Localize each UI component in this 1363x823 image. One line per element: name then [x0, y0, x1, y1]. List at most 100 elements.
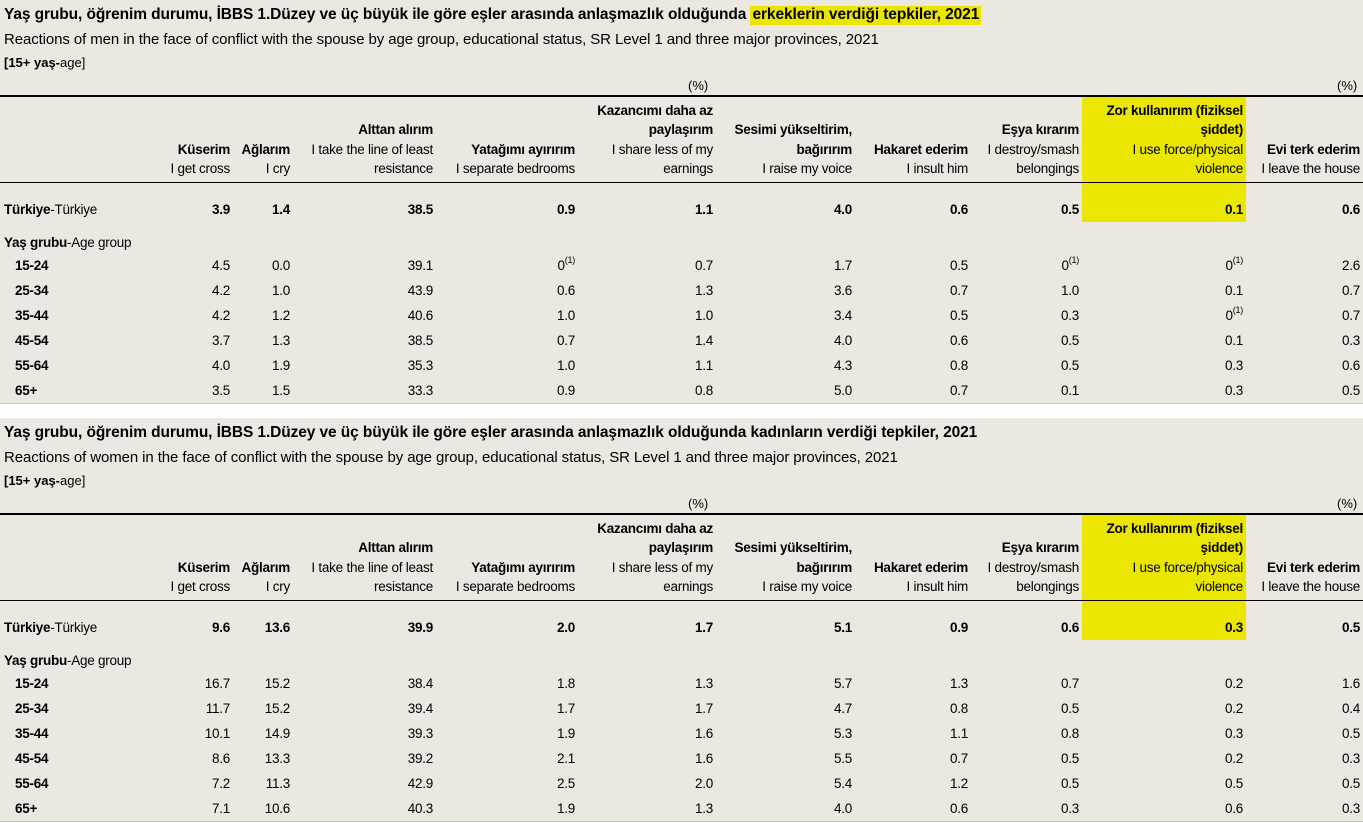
table-row: 15-24 16.7 15.2 38.4 1.8 1.3 5.7 1.3 0.7 0.2 1.6 — [0, 671, 1363, 696]
cell-value: 8.6 — [211, 751, 230, 766]
total-row: Türkiye-Türkiye 9.6 13.6 39.9 2.0 1.7 5.1 0.9 0.… — [0, 600, 1363, 640]
column-header: Ağlarım I cry — [233, 514, 293, 601]
group-label-tr: Yaş grubu — [4, 653, 68, 668]
footnote-marker: (1) — [1232, 255, 1244, 265]
cell-value: 10.6 — [264, 801, 291, 816]
row-label: 65+ — [15, 383, 38, 398]
table-row: 15-24 4.5 0.0 39.1 0(1) 0.7 1.7 0.5 0(1) 0(1) 2.6 — [0, 253, 1363, 278]
table-row: 25-34 4.2 1.0 43.9 0.6 1.3 3.6 0.7 1.0 0.1 0.7 — [0, 278, 1363, 303]
cell-value: 1.7 — [833, 258, 852, 273]
row-label: Türkiye-Türkiye — [0, 182, 160, 222]
column-header: Hakaret ederim I insult him — [855, 514, 971, 601]
column-header-en: I share less of my earnings — [611, 559, 714, 595]
cell-value: 15.2 — [264, 701, 291, 716]
column-header-en: I use force/physical violence — [1132, 141, 1243, 177]
cell-value: 0.8 — [1060, 726, 1079, 741]
cell-value: 0.3 — [1082, 600, 1246, 640]
cell-value: 0.5 — [1060, 358, 1079, 373]
cell-value: 0.5 — [949, 308, 968, 323]
table-row: 65+ 3.5 1.5 33.3 0.9 0.8 5.0 0.7 0.1 0.3 0.5 — [0, 378, 1363, 403]
cell-value: 0.7 — [949, 383, 968, 398]
column-header-tr: Sesimi yükseltirim, bağırırım — [734, 122, 852, 157]
cell-value: 0.6 — [1341, 202, 1360, 217]
cell-value: 0.7 — [556, 333, 575, 348]
group-label: Yaş grubu-Age group — [0, 222, 1363, 253]
cell-value: 1.4 — [271, 202, 290, 217]
cell-value: 0.5 — [1060, 776, 1079, 791]
table-row: 45-54 3.7 1.3 38.5 0.7 1.4 4.0 0.6 0.5 0.1 0.3 — [0, 328, 1363, 353]
cell-value: 3.7 — [211, 333, 230, 348]
table-row: 45-54 8.6 13.3 39.2 2.1 1.6 5.5 0.7 0.5 0.2 0.3 — [0, 746, 1363, 771]
column-header-tr: Yatağımı ayırırım — [471, 559, 575, 575]
column-header: Evi terk ederim I leave the house — [1246, 96, 1363, 183]
cell-value: 0.7 — [1060, 676, 1079, 691]
cell-value: 0.5 — [1060, 333, 1079, 348]
cell-value: 0.5 — [1060, 202, 1079, 217]
column-header-tr: Sesimi yükseltirim, bağırırım — [734, 540, 852, 575]
table-row: 35-44 10.1 14.9 39.3 1.9 1.6 5.3 1.1 0.8 0.3 0.5 — [0, 721, 1363, 746]
row-label: 35-44 — [15, 726, 49, 741]
table-subtitle: Reactions of men in the face of conflict… — [4, 31, 879, 48]
cell-value: 33.3 — [407, 383, 434, 398]
cell-value: 3.6 — [833, 283, 852, 298]
row-label: 55-64 — [15, 358, 49, 373]
cell-value: 1.3 — [271, 333, 290, 348]
cell-value: 0(1) — [1082, 253, 1246, 278]
cell-value: 0.2 — [1224, 701, 1243, 716]
column-header-tr: Yatağımı ayırırım — [471, 141, 575, 157]
cell-value: 0.3 — [1341, 751, 1360, 766]
cell-value: 16.7 — [204, 676, 231, 691]
row-label: 35-44 — [15, 308, 49, 323]
cell-value: 4.2 — [211, 308, 230, 323]
column-header-tr: Eşya kırarım — [1001, 540, 1080, 555]
percent-label: (%) — [688, 496, 709, 511]
footnote-marker: (1) — [564, 255, 576, 265]
cell-value: 39.2 — [407, 751, 434, 766]
cell-value: 0.0 — [271, 258, 290, 273]
cell-value: 2.5 — [556, 776, 575, 791]
column-header-en: I raise my voice — [762, 161, 852, 176]
column-header-tr: Ağlarım — [241, 559, 290, 575]
cell-value: 1.3 — [949, 676, 968, 691]
cell-value: 0.5 — [1341, 726, 1360, 741]
cell-value: 0.5 — [1341, 620, 1360, 635]
cell-value: 2.6 — [1341, 258, 1360, 273]
table-row: 35-44 4.2 1.2 40.6 1.0 1.0 3.4 0.5 0.3 0(1) 0.7 — [0, 303, 1363, 328]
cell-value: 0(1) — [971, 253, 1082, 278]
cell-value: 38.4 — [407, 676, 434, 691]
women-reactions-table-panel: Yaş grubu, öğrenim durumu, İBBS 1.Düzey … — [0, 418, 1363, 822]
footnote-marker: (1) — [1232, 305, 1244, 315]
cell-value: 0.5 — [1060, 701, 1079, 716]
column-header: Eşya kırarım I destroy/smash belongings — [971, 514, 1082, 601]
cell-value: 1.9 — [271, 358, 290, 373]
cell-value: 1.2 — [949, 776, 968, 791]
cell-value: 0.8 — [949, 701, 968, 716]
cell-value: 0.3 — [1341, 801, 1360, 816]
cell-value: 5.7 — [833, 676, 852, 691]
cell-value: 1.1 — [694, 202, 713, 217]
cell-value: 14.9 — [264, 726, 291, 741]
cell-value: 0.9 — [556, 202, 575, 217]
column-header-tr: Hakaret ederim — [873, 559, 968, 575]
cell-value: 40.3 — [407, 801, 434, 816]
cell-value: 4.2 — [211, 283, 230, 298]
column-header-en: I destroy/smash belongings — [987, 559, 1079, 595]
cell-value: 1.0 — [556, 308, 575, 323]
column-header-tr: Hakaret ederim — [873, 141, 968, 157]
cell-value: 4.0 — [833, 801, 852, 816]
unit-label-tr: [15+ yaş- — [4, 55, 61, 70]
row-label: Türkiye-Türkiye — [0, 600, 160, 640]
cell-value: 1.3 — [694, 801, 713, 816]
cell-value: 0.3 — [1341, 333, 1360, 348]
cell-value: 38.5 — [407, 333, 434, 348]
cell-value: 0.5 — [949, 258, 968, 273]
data-table: Küserim I get cross Ağlarım I cry Alttan alı… — [0, 513, 1363, 821]
column-header-tr: Kazancımı daha az paylaşırım — [597, 102, 713, 138]
footnote-marker: (1) — [1068, 255, 1080, 265]
cell-value: 0.1 — [1224, 283, 1243, 298]
group-header-row: Yaş grubu-Age group — [0, 222, 1363, 253]
cell-value: 0.1 — [1224, 333, 1243, 348]
value: 0 — [1061, 258, 1069, 273]
cell-value: 0.5 — [1341, 383, 1360, 398]
value: 0 — [1225, 308, 1233, 323]
